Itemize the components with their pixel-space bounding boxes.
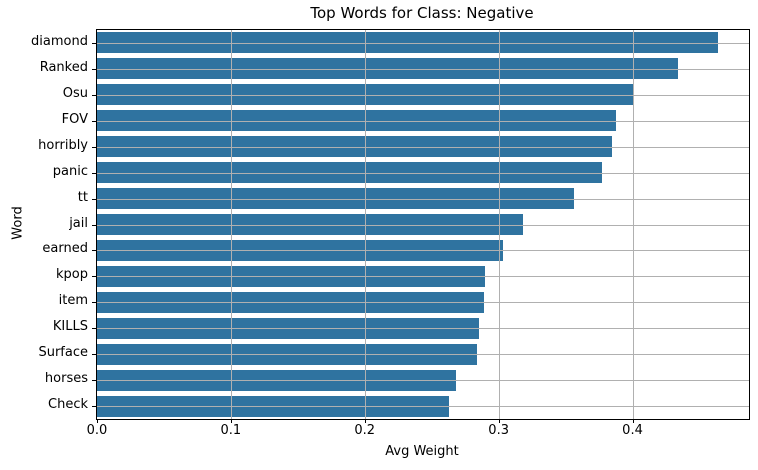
y-tick-mark-Check: [92, 406, 96, 408]
y-tick-label-Osu: Osu: [62, 85, 88, 101]
x-tick-mark-0.3: [498, 419, 500, 423]
gridline-y-diamond: [97, 42, 749, 44]
gridline-y-Osu: [97, 94, 749, 96]
y-tick-mark-Osu: [92, 94, 96, 96]
gridline-y-item: [97, 302, 749, 304]
y-tick-label-Ranked: Ranked: [39, 59, 88, 75]
y-tick-label-Check: Check: [48, 397, 88, 413]
y-tick-label-horses: horses: [44, 371, 88, 387]
y-tick-mark-horribly: [92, 146, 96, 148]
plot-area: [96, 29, 750, 420]
y-tick-mark-diamond: [92, 42, 96, 44]
y-tick-mark-tt: [92, 198, 96, 200]
y-tick-mark-jail: [92, 224, 96, 226]
gridline-y-jail: [97, 224, 749, 226]
gridline-y-panic: [97, 172, 749, 174]
y-tick-label-item: item: [58, 293, 88, 309]
x-tick-mark-0.4: [632, 419, 634, 423]
x-tick-label-0.0: 0.0: [86, 423, 108, 438]
gridline-y-kpop: [97, 276, 749, 278]
y-tick-label-jail: jail: [69, 215, 88, 231]
chart-title: Top Words for Class: Negative: [310, 4, 534, 22]
y-tick-mark-kpop: [92, 276, 96, 278]
y-tick-mark-KILLS: [92, 328, 96, 330]
gridline-y-Ranked: [97, 68, 749, 70]
y-tick-mark-horses: [92, 380, 96, 382]
y-tick-mark-item: [92, 302, 96, 304]
y-tick-label-earned: earned: [42, 241, 88, 257]
y-tick-label-Surface: Surface: [38, 345, 88, 361]
y-tick-mark-FOV: [92, 120, 96, 122]
gridline-y-Surface: [97, 354, 749, 356]
x-tick-mark-0.0: [97, 419, 98, 423]
y-tick-mark-Ranked: [92, 68, 96, 70]
x-tick-mark-0.1: [230, 419, 232, 423]
y-tick-mark-panic: [92, 172, 96, 174]
gridline-y-Check: [97, 406, 749, 408]
gridline-y-horribly: [97, 146, 749, 148]
gridline-y-horses: [97, 380, 749, 382]
gridline-y-tt: [97, 198, 749, 200]
x-tick-label-0.3: 0.3: [488, 423, 509, 438]
gridline-y-KILLS: [97, 328, 749, 330]
x-tick-label-0.4: 0.4: [622, 423, 643, 438]
x-axis-label: Avg Weight: [385, 444, 459, 459]
x-tick-mark-0.2: [364, 419, 366, 423]
y-tick-label-kpop: kpop: [56, 267, 88, 283]
y-tick-label-KILLS: KILLS: [52, 319, 88, 335]
x-tick-label-0.1: 0.1: [220, 423, 242, 438]
y-tick-label-horribly: horribly: [38, 137, 88, 153]
y-tick-label-tt: tt: [77, 189, 88, 205]
y-tick-label-FOV: FOV: [61, 111, 88, 127]
gridline-y-FOV: [97, 120, 749, 122]
y-tick-mark-earned: [92, 250, 96, 252]
gridline-y-earned: [97, 250, 749, 252]
y-tick-label-panic: panic: [52, 163, 88, 179]
y-tick-mark-Surface: [92, 354, 96, 356]
x-tick-label-0.2: 0.2: [354, 423, 376, 438]
y-tick-label-diamond: diamond: [31, 33, 88, 49]
